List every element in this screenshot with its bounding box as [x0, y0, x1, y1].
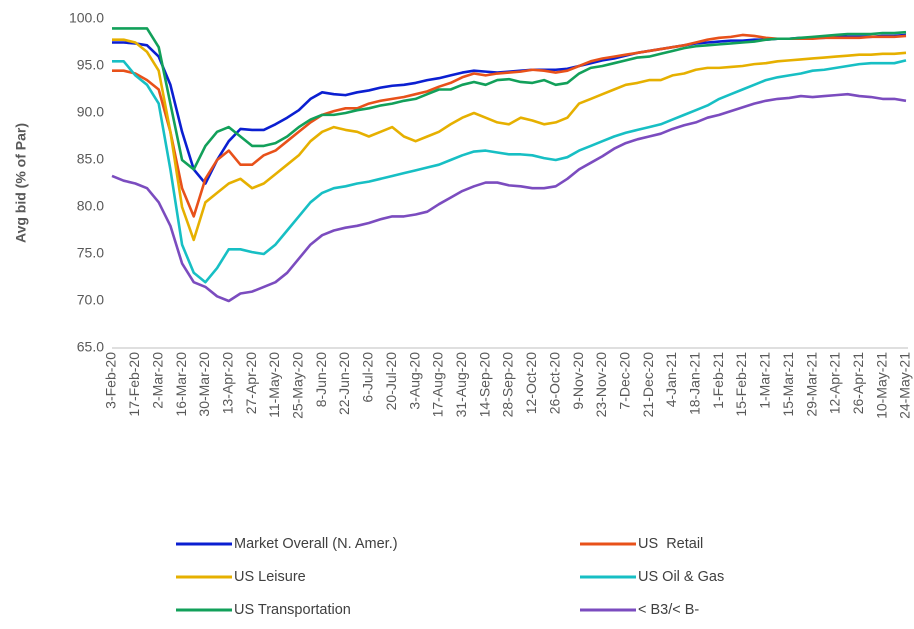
y-tick-label: 70.0 [77, 292, 104, 308]
x-tick-label: 18-Jan-21 [687, 352, 703, 415]
x-tick-label: 17-Aug-20 [430, 352, 446, 418]
series-line [112, 33, 907, 218]
y-tick-label: 100.0 [69, 10, 104, 26]
x-tick-label: 17-Feb-20 [126, 352, 142, 417]
x-tick-label: 9-Nov-20 [570, 352, 586, 410]
x-tick-label: 13-Apr-20 [219, 352, 235, 414]
legend-label: US Leisure [234, 569, 306, 585]
series-line [112, 27, 907, 171]
x-tick-label: 14-Sep-20 [476, 352, 492, 418]
x-tick-label: 24-May-21 [897, 352, 913, 419]
x-tick-label: 1-Mar-21 [757, 352, 773, 409]
x-tick-label: 3-Feb-20 [103, 352, 119, 409]
y-tick-label: 65.0 [77, 339, 104, 355]
x-tick-label: 16-Mar-20 [173, 352, 189, 417]
x-tick-label: 26-Oct-20 [546, 352, 562, 414]
x-tick-label: 1-Feb-21 [710, 352, 726, 409]
x-tick-label: 28-Sep-20 [500, 352, 516, 418]
x-tick-label: 26-Apr-21 [850, 352, 866, 414]
x-tick-label: 6-Jul-20 [360, 352, 376, 403]
y-axis-title: Avg bid (% of Par) [13, 123, 29, 243]
x-tick-label: 8-Jun-20 [313, 352, 329, 407]
y-tick-label: 80.0 [77, 198, 104, 214]
x-tick-label: 7-Dec-20 [616, 352, 632, 410]
x-tick-label: 25-May-20 [290, 352, 306, 419]
x-tick-label: 30-Mar-20 [196, 352, 212, 417]
x-tick-label: 15-Mar-21 [780, 352, 796, 417]
x-tick-label: 27-Apr-20 [243, 352, 259, 414]
legend-label: US Retail [638, 536, 703, 552]
x-tick-label: 21-Dec-20 [640, 352, 656, 418]
x-tick-label: 11-May-20 [266, 352, 282, 418]
x-tick-label: 3-Aug-20 [406, 352, 422, 410]
x-tick-label: 12-Apr-21 [827, 352, 843, 414]
series-line [111, 92, 907, 303]
x-tick-label: 15-Feb-21 [733, 352, 749, 417]
x-tick-label: 22-Jun-20 [336, 352, 352, 415]
legend-label: Market Overall (N. Amer.) [234, 536, 398, 552]
x-tick-label: 20-Jul-20 [383, 352, 399, 411]
x-tick-label: 23-Nov-20 [593, 352, 609, 418]
x-tick-label: 12-Oct-20 [523, 352, 539, 414]
legend-label: < B3/< B- [638, 602, 699, 618]
series-line [112, 33, 907, 185]
x-tick-label: 10-May-21 [873, 352, 889, 419]
x-tick-label: 29-Mar-21 [803, 352, 819, 417]
x-tick-label: 4-Jan-21 [663, 352, 679, 407]
y-tick-label: 75.0 [77, 245, 104, 261]
y-tick-label: 95.0 [77, 57, 104, 73]
legend-label: US Transportation [234, 602, 351, 618]
series-line [112, 59, 907, 284]
y-tick-label: 90.0 [77, 104, 104, 120]
series-line [112, 38, 907, 242]
x-tick-label: 31-Aug-20 [453, 352, 469, 418]
y-tick-label: 85.0 [77, 151, 104, 167]
legend-label: US Oil & Gas [638, 569, 724, 585]
x-tick-label: 2-Mar-20 [149, 352, 165, 409]
